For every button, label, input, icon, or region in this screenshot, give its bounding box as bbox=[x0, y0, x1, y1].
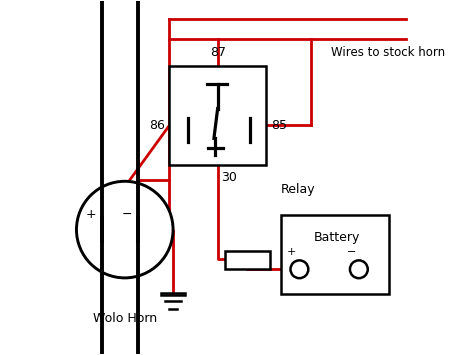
Text: 30: 30 bbox=[221, 171, 237, 185]
Text: +: + bbox=[86, 208, 97, 221]
Text: 85: 85 bbox=[271, 119, 287, 132]
Circle shape bbox=[76, 181, 173, 278]
Bar bbox=[169, 66, 266, 165]
Text: −: − bbox=[346, 247, 356, 257]
Text: 87: 87 bbox=[210, 47, 226, 60]
Text: Wolo Horn: Wolo Horn bbox=[93, 312, 157, 326]
Bar bbox=[225, 251, 270, 269]
Text: −: − bbox=[122, 208, 132, 221]
Text: 86: 86 bbox=[149, 119, 164, 132]
Text: +: + bbox=[287, 247, 297, 257]
Text: Wires to stock horn: Wires to stock horn bbox=[331, 47, 446, 60]
Bar bbox=[281, 215, 389, 294]
Text: Battery: Battery bbox=[313, 231, 360, 244]
Text: Relay: Relay bbox=[281, 184, 315, 196]
